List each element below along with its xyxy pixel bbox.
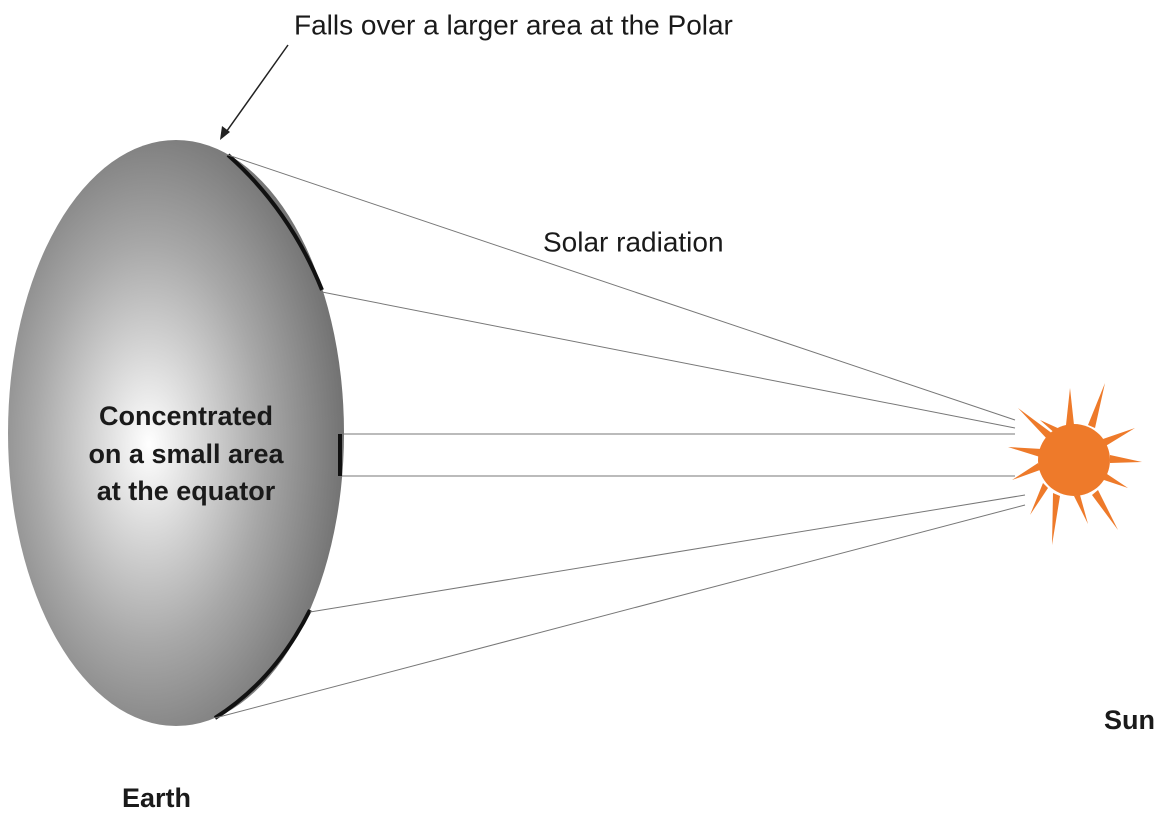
radiation-label: Solar radiation [543,226,724,257]
sun-label: Sun [1104,705,1155,735]
pointer-head [220,126,230,140]
polar-label: Falls over a larger area at the Polar [294,9,733,40]
earth [8,140,344,726]
polar-area-top [226,153,324,291]
equator-label: Concentrated [99,401,273,431]
pointer [223,44,289,136]
equator-label: at the equator [97,476,276,506]
polar-area-bottom [213,609,312,720]
equator-label: on a small area [88,439,284,469]
earth-label: Earth [122,783,191,813]
sun [1008,383,1142,545]
rays [214,154,1026,719]
